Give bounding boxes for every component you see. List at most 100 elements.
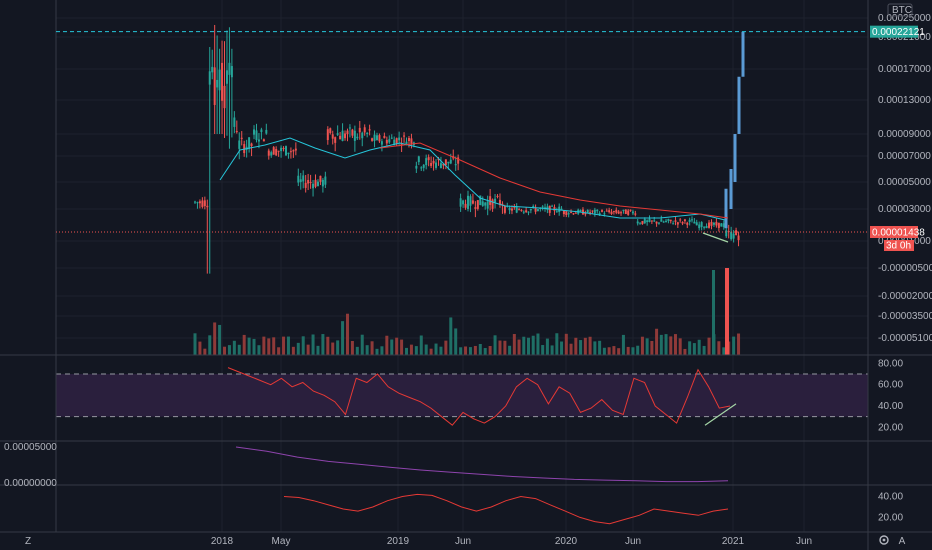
candle-body — [586, 209, 589, 213]
volume-bar — [564, 333, 568, 355]
candle-body — [601, 210, 604, 212]
volume-bar — [395, 337, 399, 355]
candle-body — [309, 181, 312, 183]
volume-bar — [311, 334, 315, 355]
candle-body — [669, 219, 672, 222]
candle-body — [725, 230, 728, 237]
candle-body — [444, 159, 447, 165]
trendline-rsi — [704, 403, 737, 426]
candle-body — [297, 175, 300, 183]
candle-body — [508, 207, 511, 211]
volume-bar — [493, 335, 497, 355]
candle-body — [454, 164, 457, 166]
y-axis[interactable]: 0.000250000.000210000.000170000.00013000… — [4, 3, 932, 523]
price-tick-label: 0.00003000 — [878, 204, 931, 215]
volume-bar — [198, 341, 202, 355]
candle-body — [427, 157, 430, 161]
candle-body — [358, 127, 361, 133]
volume-bar — [722, 347, 726, 355]
candle-body — [674, 220, 677, 222]
candle-body — [710, 221, 713, 226]
candle-body — [248, 137, 251, 149]
candle-body — [302, 175, 305, 182]
candle-body — [665, 220, 668, 222]
gear-center — [882, 538, 886, 542]
candle-body — [662, 221, 665, 223]
volume-bar — [569, 343, 573, 355]
volume-bar — [707, 337, 711, 355]
candle-body — [270, 152, 273, 156]
auto-scale-button[interactable]: A — [899, 536, 906, 547]
volume-bar — [247, 337, 251, 355]
candle-body — [272, 147, 275, 155]
candle-body — [691, 219, 694, 221]
volume-bar — [650, 341, 654, 355]
volume-bar — [454, 328, 458, 355]
volume-bar — [473, 345, 477, 355]
candle-body — [686, 222, 689, 225]
candle-body — [560, 208, 563, 210]
candle-body — [491, 199, 494, 209]
candle-body — [353, 130, 356, 141]
rsi-tick-label: 60.00 — [878, 380, 903, 391]
candle-body — [198, 201, 201, 204]
candle-body — [341, 130, 344, 142]
volume-bar — [598, 340, 602, 355]
candle-body — [289, 151, 292, 153]
volume-bar — [208, 335, 212, 355]
candle-body — [218, 69, 221, 91]
volume-bar — [617, 348, 621, 355]
timezone-button[interactable]: Z — [25, 536, 31, 547]
x-axis[interactable]: 2018 May 2019 Jun 2020 Jun 2021 Jun Z A — [25, 535, 906, 547]
candle-body — [425, 158, 428, 166]
candle-body — [196, 202, 199, 204]
volume-bar — [702, 345, 706, 355]
volume-bar — [464, 346, 468, 355]
volume-bar — [203, 348, 207, 355]
candle-body — [715, 221, 718, 226]
candle-body — [705, 226, 708, 229]
volume-bar — [621, 334, 625, 355]
candle-body — [211, 66, 214, 73]
candle-body — [277, 150, 280, 152]
x-tick-label: 2021 — [722, 536, 745, 547]
grid — [56, 0, 868, 532]
candle-body — [708, 222, 711, 228]
lower-indicator-line — [283, 493, 729, 525]
candle-body — [641, 221, 644, 225]
volume-bar — [242, 334, 246, 355]
candle-body — [467, 195, 469, 209]
candle-body — [489, 196, 492, 205]
candle-body — [230, 66, 233, 78]
candle-body — [720, 223, 723, 227]
volume-bar — [444, 340, 448, 355]
volume-bar — [345, 313, 349, 355]
volume-bar — [583, 337, 587, 355]
volume-bar — [717, 341, 721, 355]
candle-body — [565, 211, 568, 215]
gear-icon[interactable] — [879, 535, 889, 545]
ma-slow-line — [379, 142, 729, 219]
volume-bar — [512, 334, 516, 355]
currency-badge[interactable] — [887, 3, 913, 17]
volume-bar — [626, 346, 630, 355]
candle-body — [255, 130, 258, 140]
candle-body — [326, 129, 329, 141]
candle-body — [400, 143, 403, 146]
volume-bar — [602, 347, 606, 355]
candle-body — [267, 150, 270, 156]
candle-body — [356, 136, 359, 139]
candle-body — [653, 220, 656, 222]
volume-bar — [277, 347, 281, 355]
volume-bar — [360, 334, 364, 355]
candle-body — [593, 209, 596, 214]
candle-body — [529, 208, 532, 211]
candle-body — [608, 210, 611, 213]
volume-bar — [409, 344, 413, 355]
rsi-overbought-band — [56, 374, 868, 417]
volume-bar — [257, 345, 261, 355]
price-tick-label: -0.00000500 — [878, 263, 932, 274]
price-tick-label: 0.00025000 — [878, 13, 931, 24]
